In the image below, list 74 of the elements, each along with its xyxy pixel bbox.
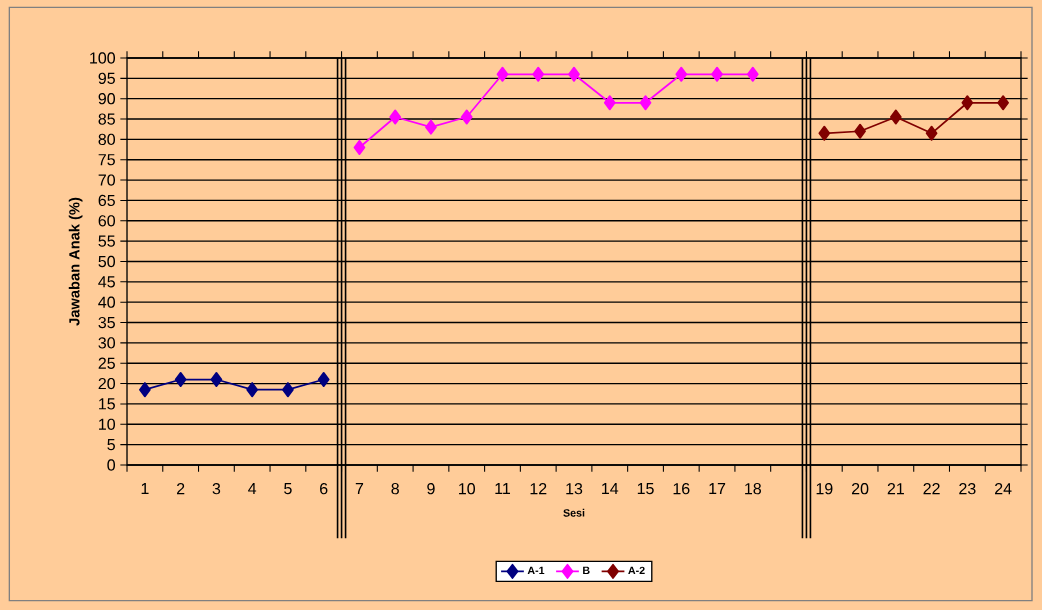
x-tick-label: 1 <box>141 483 149 495</box>
x-tick-label: 2 <box>177 483 185 495</box>
x-tick-label: 10 <box>459 483 475 495</box>
point <box>389 109 402 125</box>
x-tick-label: 6 <box>320 483 328 495</box>
y-tick-label: 60 <box>98 215 116 227</box>
y-tick-label: 25 <box>98 357 115 369</box>
point <box>139 382 151 398</box>
x-tick-label: 20 <box>851 483 869 495</box>
y-tick-label: 40 <box>98 296 116 308</box>
point <box>639 95 652 111</box>
point <box>174 371 187 388</box>
y-tick-label: 80 <box>98 133 116 146</box>
x-tick-label: 13 <box>566 483 583 495</box>
x-tick-label: 14 <box>602 483 619 495</box>
x-tick-label: 23 <box>959 483 976 495</box>
point <box>353 140 366 156</box>
x-tick-label: 19 <box>816 483 833 495</box>
x-tick-label: 4 <box>248 483 257 495</box>
point <box>496 66 509 82</box>
y-tick-label: 95 <box>98 72 115 84</box>
x-tick-label: 11 <box>495 483 511 495</box>
point <box>603 95 616 111</box>
x-tick-label: 16 <box>673 483 690 495</box>
x-tick-label: 22 <box>923 483 940 495</box>
x-tick-label: 18 <box>745 483 761 495</box>
x-tick-label: 5 <box>284 483 292 495</box>
x-axis-title: Sesi <box>563 508 585 517</box>
point <box>282 382 294 398</box>
y-tick-label: 100 <box>90 52 116 64</box>
point <box>568 66 580 82</box>
y-tick-label: 45 <box>98 276 115 288</box>
y-tick-label: 35 <box>98 316 115 329</box>
point <box>246 382 259 398</box>
point <box>818 125 831 141</box>
point <box>675 66 688 82</box>
y-tick-label: 10 <box>99 418 116 430</box>
point <box>210 371 223 388</box>
point <box>425 119 437 135</box>
point <box>925 125 938 141</box>
y-tick-label: 75 <box>98 154 115 166</box>
x-tick-label: 8 <box>391 483 399 495</box>
y-tick-label: 15 <box>99 398 115 410</box>
point <box>460 109 473 125</box>
point <box>997 95 1009 111</box>
point <box>889 109 902 125</box>
x-tick-label: 12 <box>530 483 547 495</box>
y-tick-label: 20 <box>98 377 116 390</box>
point <box>532 66 545 82</box>
x-tick-label: 24 <box>995 483 1012 495</box>
y-axis-title: Jawaban Anak (%) <box>68 197 83 326</box>
legend-label: A-1 <box>527 566 545 575</box>
y-tick-label: 85 <box>98 113 115 125</box>
point <box>854 123 866 139</box>
point <box>746 66 759 82</box>
x-tick-label: 7 <box>355 483 364 495</box>
x-tick-label: 9 <box>427 483 435 495</box>
point <box>961 95 974 111</box>
y-tick-label: 30 <box>98 337 116 349</box>
point <box>711 66 723 82</box>
x-tick-label: 3 <box>212 483 221 495</box>
x-tick-label: 21 <box>887 483 904 495</box>
y-tick-label: 55 <box>98 235 115 247</box>
x-tick-label: 17 <box>709 483 726 495</box>
legend-label: A-2 <box>628 566 645 575</box>
y-tick-label: 0 <box>107 459 116 471</box>
y-tick-label: 50 <box>98 255 116 268</box>
y-tick-label: 90 <box>98 93 116 105</box>
y-tick-label: 65 <box>98 194 115 207</box>
y-tick-label: 70 <box>98 174 116 186</box>
point <box>317 371 330 388</box>
x-tick-label: 15 <box>637 483 654 495</box>
y-tick-label: 5 <box>107 439 115 451</box>
legend-label: B <box>583 566 590 575</box>
